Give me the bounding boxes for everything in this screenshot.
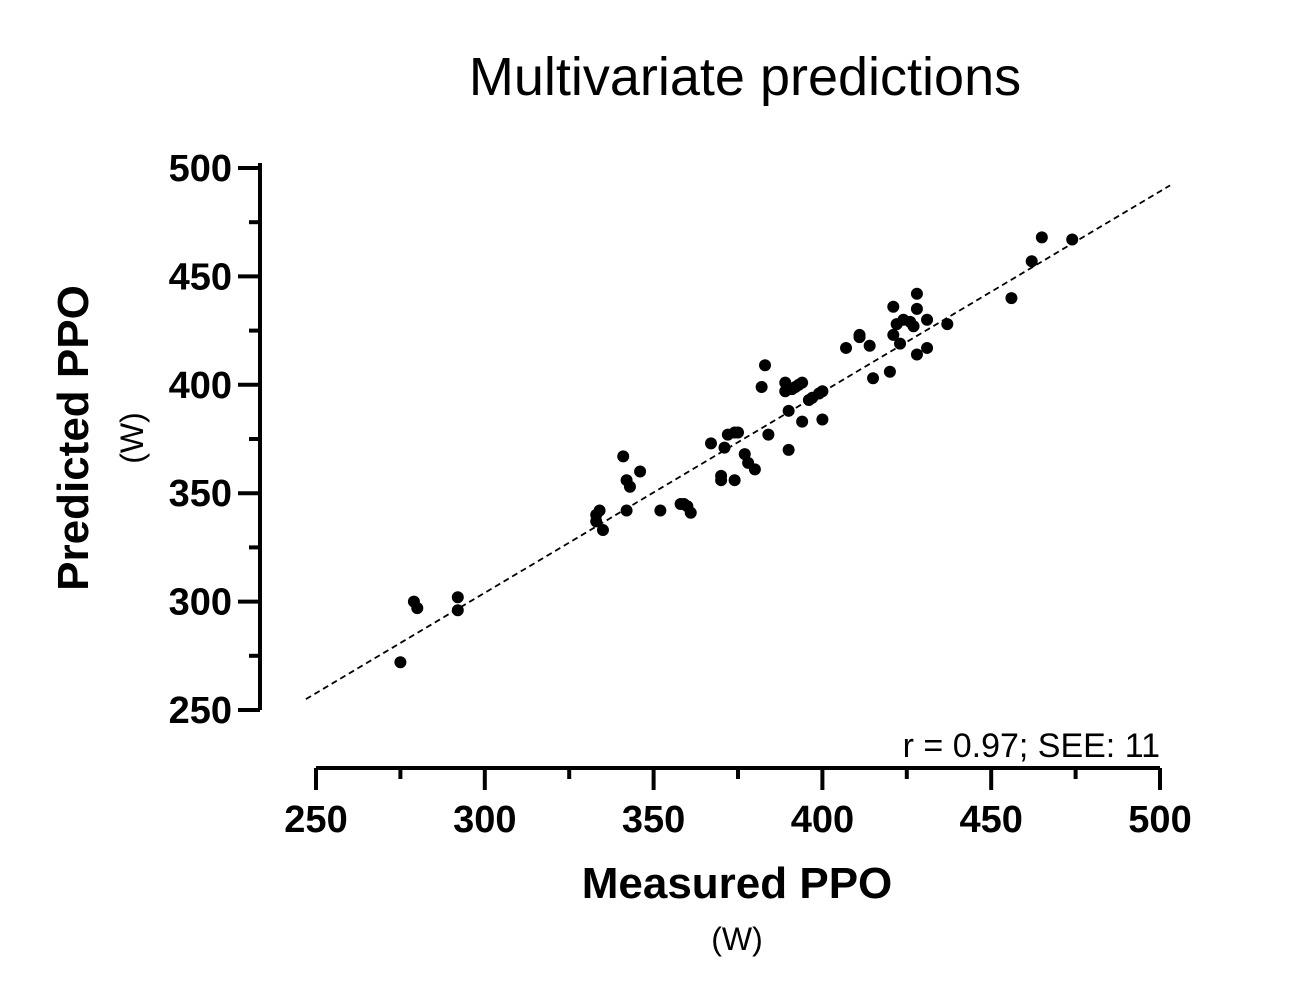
data-point [883, 365, 896, 378]
y-tick-label: 350 [169, 473, 232, 515]
x-axis-label: Measured PPO [582, 859, 893, 908]
data-point [796, 376, 809, 389]
data-point [1066, 233, 1079, 246]
x-axis-unit: (W) [711, 921, 763, 957]
data-point [634, 465, 647, 478]
data-point [411, 602, 424, 615]
x-tick-label: 350 [622, 799, 685, 841]
data-point [451, 604, 464, 617]
x-axis-ticks: 250 300 350 400 450 500 [284, 768, 1192, 841]
chart-title: Multivariate predictions [469, 47, 1021, 107]
data-point [782, 443, 795, 456]
data-point [840, 341, 853, 354]
data-point [816, 385, 829, 398]
data-point [921, 313, 934, 326]
data-point [782, 404, 795, 417]
y-tick-label: 450 [169, 256, 232, 298]
data-point [941, 318, 954, 331]
y-axis-ticks: 250 300 350 400 450 500 [169, 148, 260, 732]
stats-annotation: r = 0.97; SEE: 11 [903, 727, 1160, 765]
x-tick-label: 250 [284, 799, 347, 841]
data-points [394, 231, 1079, 669]
data-point [762, 428, 775, 441]
data-point [704, 437, 717, 450]
data-point [759, 359, 772, 372]
data-point [732, 426, 744, 439]
data-point [1025, 255, 1038, 268]
y-axis-unit: (W) [114, 412, 150, 464]
data-point [620, 504, 633, 517]
y-tick-label: 300 [169, 582, 232, 624]
x-tick-label: 300 [453, 799, 516, 841]
data-point [907, 320, 920, 333]
data-point [853, 331, 866, 344]
data-point [617, 450, 630, 463]
data-point [910, 302, 923, 315]
x-tick-label: 500 [1128, 799, 1191, 841]
data-point [921, 341, 934, 354]
data-point [863, 339, 876, 352]
data-point [593, 504, 606, 517]
data-point [867, 372, 880, 385]
y-tick-label: 250 [169, 690, 232, 732]
y-tick-label: 400 [169, 365, 232, 407]
y-tick-label: 500 [169, 148, 232, 190]
regression-line [305, 184, 1171, 700]
y-axis-label: Predicted PPO [49, 285, 98, 591]
data-point [1035, 231, 1048, 244]
data-point [623, 480, 636, 493]
data-point [718, 441, 731, 454]
data-point [684, 506, 697, 519]
data-point [887, 300, 900, 313]
data-point [755, 380, 768, 393]
data-point [796, 415, 809, 428]
data-point [1005, 292, 1018, 305]
data-point [910, 287, 923, 300]
data-point [816, 413, 829, 426]
data-point [894, 337, 907, 350]
data-point [596, 524, 609, 537]
data-point [394, 656, 407, 669]
data-point [451, 591, 464, 604]
data-point [910, 348, 923, 361]
data-point [887, 328, 900, 341]
data-point [715, 469, 728, 482]
data-point [748, 463, 761, 476]
x-tick-label: 450 [959, 799, 1022, 841]
data-point [728, 474, 741, 487]
x-tick-label: 400 [791, 799, 854, 841]
data-point [654, 504, 667, 517]
